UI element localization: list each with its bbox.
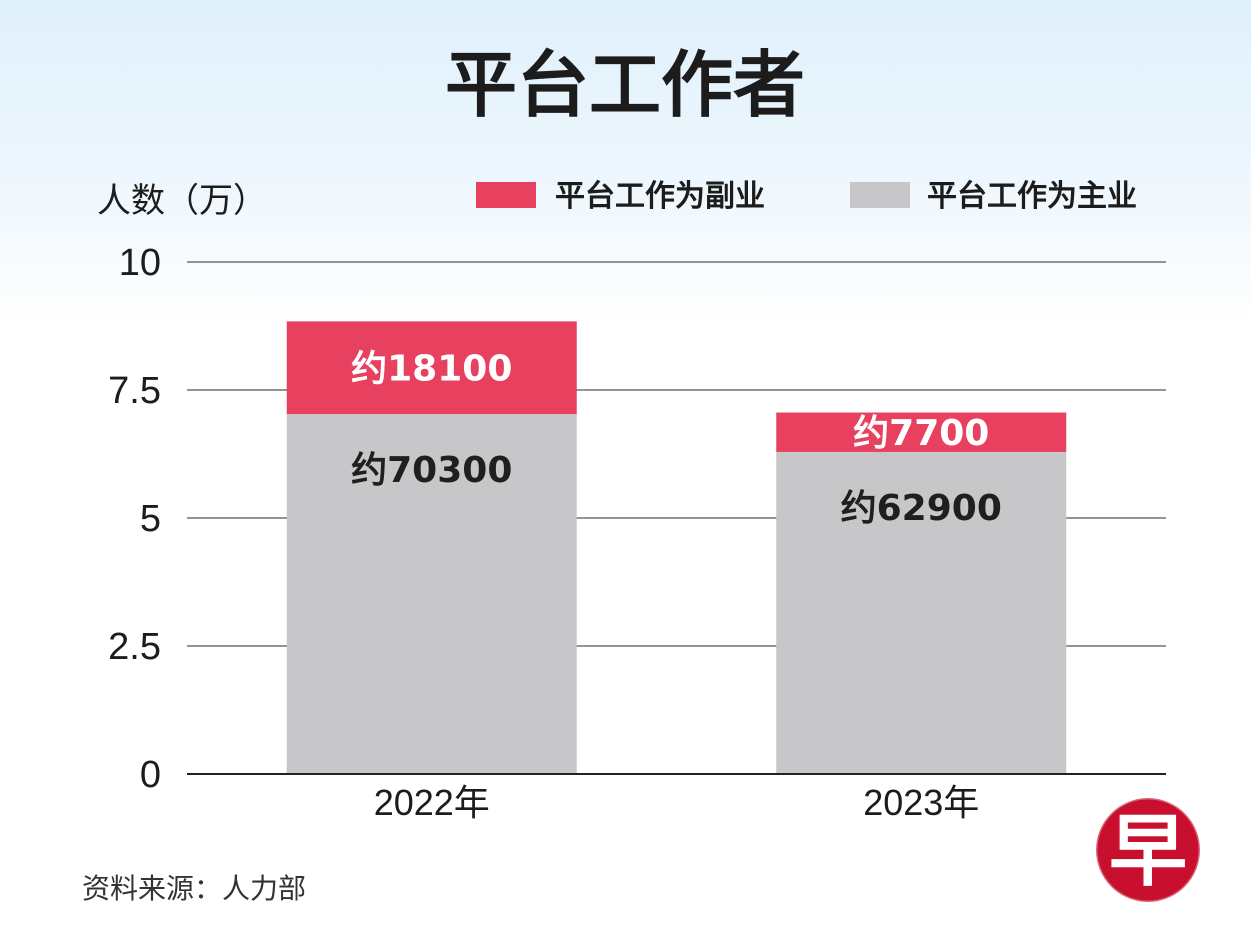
- chart-title: 平台工作者: [445, 43, 805, 127]
- legend: 平台工作为副业 平台工作为主业: [476, 179, 1137, 214]
- bar-segment: [286, 321, 577, 415]
- source-note: 资料来源：人力部: [82, 872, 306, 905]
- legend-label-main-job: 平台工作为主业: [927, 179, 1137, 214]
- bar-segment: [776, 451, 1067, 774]
- legend-swatch-side-job: [476, 182, 536, 208]
- data-label: 约62900: [841, 488, 1002, 529]
- bar-segment: [286, 414, 577, 774]
- data-label: 约7700: [853, 413, 989, 454]
- x-axis-ticks: 2022年 2023年: [374, 782, 980, 823]
- y-tick-label: 2.5: [108, 626, 161, 668]
- y-tick-label: 7.5: [108, 370, 161, 412]
- legend-label-side-job: 平台工作为副业: [555, 179, 765, 214]
- zaobao-logo-icon: 早: [1094, 796, 1202, 904]
- data-label: 约70300: [351, 450, 512, 491]
- y-tick-label: 0: [140, 754, 161, 796]
- y-tick-label: 5: [140, 498, 161, 540]
- y-axis-label: 人数（万）: [97, 181, 267, 221]
- bars: [286, 321, 1067, 774]
- data-labels: 约70300 约18100 约62900 约7700: [351, 349, 1002, 529]
- bar-segment: [776, 412, 1067, 452]
- x-tick-label: 2023年: [863, 782, 979, 823]
- legend-swatch-main-job: [850, 182, 910, 208]
- x-tick-label: 2022年: [374, 782, 490, 823]
- y-axis-ticks: 0 2.5 5 7.5 10: [108, 242, 161, 796]
- data-label: 约18100: [351, 349, 512, 390]
- y-tick-label: 10: [119, 242, 161, 284]
- logo-text: 早: [1109, 806, 1187, 897]
